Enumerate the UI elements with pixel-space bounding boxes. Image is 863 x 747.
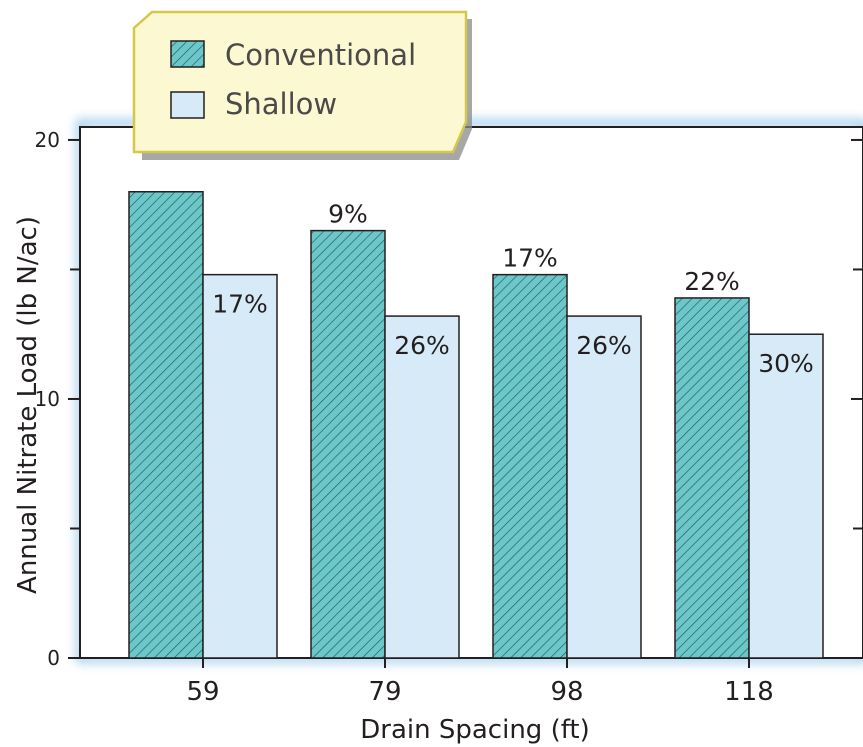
bar-conventional-118 <box>674 297 750 659</box>
legend-box <box>132 10 468 154</box>
bar-shallow-59 <box>202 273 278 659</box>
data-label-conventional-98: 17% <box>502 244 558 273</box>
y-axis-title: Annual Nitrate Load (lb N/ac) <box>13 216 43 594</box>
bar-conventional-59 <box>128 191 204 659</box>
bar-labels: 17% 9% 26% 17% 26% 22% 30% <box>212 200 814 379</box>
y-axis: 0 10 20 <box>35 128 863 670</box>
x-tick-label-118: 118 <box>724 677 774 707</box>
y-tick-label-0: 0 <box>47 646 60 670</box>
data-label-shallow-98: 26% <box>576 331 632 360</box>
data-label-shallow-79: 26% <box>394 331 450 360</box>
data-label-shallow-59: 17% <box>212 290 268 319</box>
y-tick-label-10: 10 <box>35 387 60 411</box>
bar-conventional-79 <box>310 229 386 659</box>
data-label-shallow-118: 30% <box>758 349 814 378</box>
legend-swatch-conventional <box>170 40 205 68</box>
legend-item-conventional: Conventional <box>170 38 416 72</box>
legend-swatch-shallow <box>170 91 205 119</box>
x-tick-label-98: 98 <box>550 677 583 707</box>
bars <box>128 191 824 659</box>
bar-shallow-98 <box>566 315 642 659</box>
legend-item-shallow: Shallow <box>170 87 337 121</box>
legend-label-conventional: Conventional <box>225 38 416 72</box>
legend: Conventional Shallow <box>132 10 472 160</box>
bar-conventional-98 <box>492 273 568 659</box>
bar-shallow-118 <box>748 333 824 659</box>
legend-label-shallow: Shallow <box>225 87 337 121</box>
y-tick-label-20: 20 <box>35 128 60 152</box>
bar-shallow-79 <box>384 315 460 659</box>
x-axis: 59 79 98 118 <box>186 658 774 707</box>
data-label-conventional-118: 22% <box>684 267 740 296</box>
x-tick-label-79: 79 <box>368 677 401 707</box>
data-label-conventional-79: 9% <box>328 200 368 229</box>
x-tick-label-59: 59 <box>186 677 219 707</box>
x-axis-title: Drain Spacing (ft) <box>360 715 590 745</box>
